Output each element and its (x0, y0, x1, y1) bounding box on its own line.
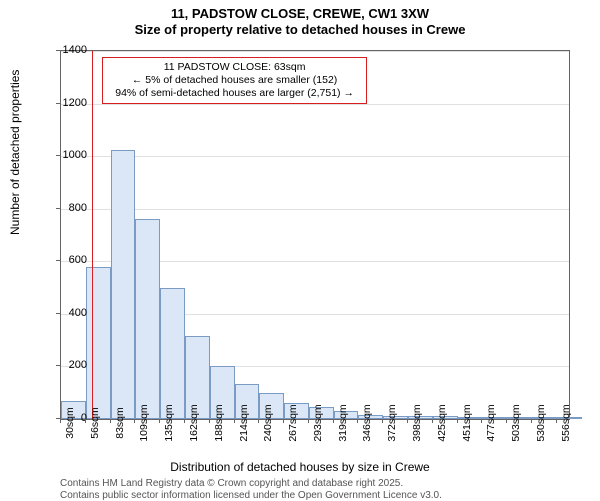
x-tick-label: 346sqm (361, 404, 373, 441)
y-tick-label: 200 (47, 359, 87, 371)
chart-title: 11, PADSTOW CLOSE, CREWE, CW1 3XW (0, 0, 600, 21)
x-tick-label: 556sqm (560, 404, 572, 441)
y-tick-label: 400 (47, 307, 87, 319)
x-tick-label: 372sqm (386, 404, 398, 441)
x-tick-label: 477sqm (485, 404, 497, 441)
annotation-box: 11 PADSTOW CLOSE: 63sqm ← 5% of detached… (102, 57, 367, 104)
chart-subtitle: Size of property relative to detached ho… (0, 21, 600, 37)
x-tick-label: 530sqm (535, 404, 547, 441)
x-tick-label: 267sqm (287, 404, 299, 441)
y-tick-label: 800 (47, 202, 87, 214)
x-tick-label: 503sqm (510, 404, 522, 441)
x-tick-label: 425sqm (436, 404, 448, 441)
y-tick-label: 1400 (47, 44, 87, 56)
x-tick-label: 56sqm (89, 407, 101, 439)
plot-area: 11 PADSTOW CLOSE: 63sqm ← 5% of detached… (60, 50, 570, 420)
x-tick-label: 188sqm (213, 404, 225, 441)
x-tick-label: 30sqm (64, 407, 76, 439)
x-tick-label: 83sqm (114, 407, 126, 439)
footer-line-2: Contains public sector information licen… (60, 490, 442, 501)
annotation-line-1: 11 PADSTOW CLOSE: 63sqm (109, 61, 360, 74)
histogram-bar (135, 219, 160, 419)
x-tick-label: 240sqm (262, 404, 274, 441)
x-tick-label: 109sqm (138, 404, 150, 441)
x-tick-label: 214sqm (238, 404, 250, 441)
x-tick-label: 319sqm (337, 404, 349, 441)
x-tick-label: 398sqm (411, 404, 423, 441)
histogram-bar (160, 288, 185, 419)
y-tick-label: 1000 (47, 149, 87, 161)
x-tick-label: 162sqm (188, 404, 200, 441)
histogram-bar (111, 150, 136, 419)
x-tick-label: 135sqm (163, 404, 175, 441)
y-tick-label: 1200 (47, 97, 87, 109)
footer-line-1: Contains HM Land Registry data © Crown c… (60, 478, 442, 490)
chart-container: 11, PADSTOW CLOSE, CREWE, CW1 3XW Size o… (0, 0, 600, 500)
annotation-line-2: ← 5% of detached houses are smaller (152… (109, 74, 360, 87)
x-tick-label: 293sqm (312, 404, 324, 441)
x-axis-label: Distribution of detached houses by size … (0, 460, 600, 474)
annotation-line-3: 94% of semi-detached houses are larger (… (109, 87, 360, 100)
y-axis-label: Number of detached properties (8, 70, 22, 235)
footer: Contains HM Land Registry data © Crown c… (60, 478, 442, 501)
reference-line (92, 51, 93, 419)
histogram-bar (86, 267, 111, 419)
y-tick-label: 600 (47, 254, 87, 266)
x-tick-label: 451sqm (461, 404, 473, 441)
